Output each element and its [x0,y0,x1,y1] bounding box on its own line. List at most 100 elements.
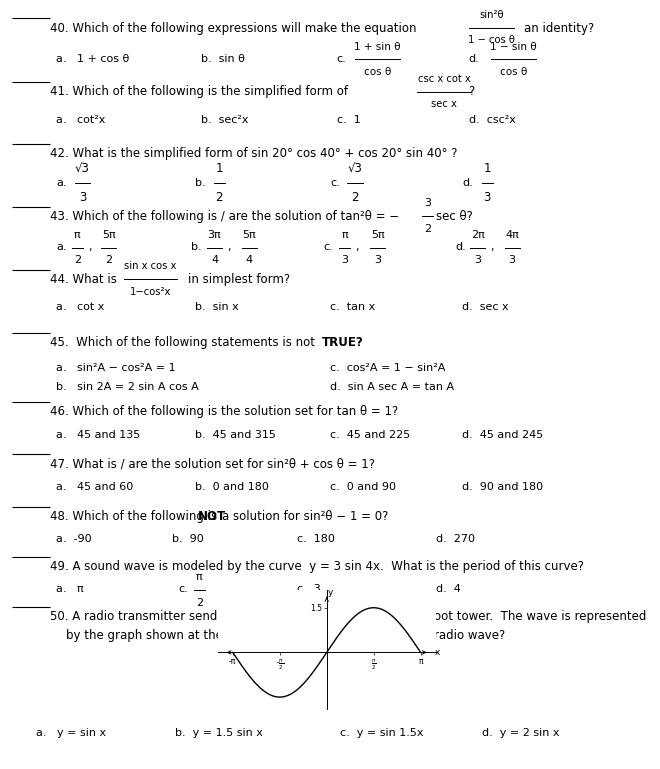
Text: 1 + sin θ: 1 + sin θ [354,42,401,52]
Text: 1 − cos θ: 1 − cos θ [468,35,515,45]
Text: c.  0 and 90: c. 0 and 90 [330,482,396,492]
Text: sec x: sec x [431,99,457,109]
Text: 4π: 4π [506,230,519,240]
Text: 42. What is the simplified form of sin 20° cos 40° + cos 20° sin 40° ?: 42. What is the simplified form of sin 2… [50,147,457,160]
Text: b.  y = 1.5 sin x: b. y = 1.5 sin x [175,728,263,738]
Text: a.   45 and 60: a. 45 and 60 [56,482,133,492]
Text: b.  sin x: b. sin x [195,302,238,312]
Text: 1: 1 [483,162,491,175]
Text: by the graph shown at the right.  What is the equation of this radio wave?: by the graph shown at the right. What is… [66,629,506,642]
Text: a.  -90: a. -90 [56,534,92,544]
Text: π: π [341,230,348,240]
Text: 4: 4 [211,255,218,265]
Text: d.: d. [462,178,473,188]
Text: c.  y = sin 1.5x: c. y = sin 1.5x [340,728,424,738]
Text: TRUE?: TRUE? [322,336,364,349]
Text: 43. Which of the following is / are the solution of tan²θ = −: 43. Which of the following is / are the … [50,210,399,223]
Text: 44. What is: 44. What is [50,273,116,286]
Text: 2: 2 [351,191,359,204]
Text: 3: 3 [374,255,381,265]
Text: c.  45 and 225: c. 45 and 225 [330,430,411,440]
Text: d.  45 and 245: d. 45 and 245 [462,430,543,440]
Text: 2: 2 [215,191,223,204]
Text: a.   cot x: a. cot x [56,302,104,312]
Text: a.   π: a. π [56,584,84,594]
Text: 45.  Which of the following statements is not: 45. Which of the following statements is… [50,336,318,349]
Text: √3: √3 [75,162,90,175]
Text: 5π: 5π [371,230,384,240]
Text: c.  cos²A = 1 − sin²A: c. cos²A = 1 − sin²A [330,363,446,373]
Text: b.  0 and 180: b. 0 and 180 [195,482,269,492]
Text: a.   y = sin x: a. y = sin x [36,728,106,738]
Text: a.   sin²A − cos²A = 1: a. sin²A − cos²A = 1 [56,363,176,373]
Text: 3: 3 [483,191,491,204]
Text: d.: d. [469,54,479,64]
Text: csc x cot x: csc x cot x [418,74,471,84]
Text: ,: , [88,242,91,252]
Text: b.   sin 2A = 2 sin A cos A: b. sin 2A = 2 sin A cos A [56,382,199,392]
Text: 2: 2 [74,255,81,265]
Text: ?: ? [469,85,475,98]
Text: a solution for sin²θ − 1 = 0?: a solution for sin²θ − 1 = 0? [222,510,389,523]
Text: 1 − sin θ: 1 − sin θ [490,42,537,52]
Text: 5π: 5π [243,230,256,240]
Text: 3π: 3π [208,230,221,240]
Text: 2: 2 [196,598,203,608]
Text: d.  90 and 180: d. 90 and 180 [462,482,543,492]
Text: c.: c. [323,242,333,252]
Text: NOT: NOT [198,510,226,523]
Text: 2π: 2π [471,230,484,240]
Text: a.: a. [56,178,67,188]
Text: π: π [74,230,81,240]
Text: 3: 3 [424,198,431,208]
Text: b.: b. [191,242,202,252]
Text: 1−cos²x: 1−cos²x [130,287,171,297]
Text: c.: c. [178,584,188,594]
Text: 46. Which of the following is the solution set for tan θ = 1?: 46. Which of the following is the soluti… [50,405,398,418]
Text: b.  sec²x: b. sec²x [201,115,249,125]
Text: 50. A radio transmitter sends a radio wave from the top of a 50-foot tower.  The: 50. A radio transmitter sends a radio wa… [50,610,646,623]
Text: 3: 3 [509,255,515,265]
Text: an identity?: an identity? [524,22,594,35]
Text: in simplest form?: in simplest form? [188,273,290,286]
Text: a.: a. [56,242,67,252]
Text: ,: , [228,242,231,252]
Text: c.  tan x: c. tan x [330,302,376,312]
Text: a.   1 + cos θ: a. 1 + cos θ [56,54,129,64]
Text: a.   45 and 135: a. 45 and 135 [56,430,141,440]
Text: b.  90: b. 90 [172,534,203,544]
Text: sin²θ: sin²θ [479,10,504,20]
Text: 2: 2 [106,255,112,265]
Text: cos θ: cos θ [500,67,527,77]
Text: c.: c. [337,54,347,64]
Text: 3: 3 [79,191,86,204]
Text: b.: b. [195,178,205,188]
Text: 48. Which of the following is: 48. Which of the following is [50,510,220,523]
Text: c.  1: c. 1 [337,115,360,125]
Text: c.  3: c. 3 [297,584,321,594]
Text: 47. What is / are the solution set for sin²θ + cos θ = 1?: 47. What is / are the solution set for s… [50,458,374,471]
Text: 3: 3 [341,255,348,265]
Text: c.: c. [330,178,340,188]
Text: sin x cos x: sin x cos x [124,261,177,271]
Text: b.  sin θ: b. sin θ [201,54,245,64]
Text: 2: 2 [424,224,431,234]
Text: 49. A sound wave is modeled by the curve  y = 3 sin 4x.  What is the period of t: 49. A sound wave is modeled by the curve… [50,560,583,573]
Text: cos θ: cos θ [364,67,391,77]
Text: d.: d. [455,242,466,252]
Text: 4: 4 [246,255,253,265]
Text: 3: 3 [475,255,481,265]
Text: ,: , [355,242,358,252]
Text: a.   cot²x: a. cot²x [56,115,106,125]
Text: c.  180: c. 180 [297,534,335,544]
Text: 5π: 5π [102,230,115,240]
Text: ,: , [490,242,493,252]
Text: d.  4: d. 4 [436,584,461,594]
Text: d.  csc²x: d. csc²x [469,115,515,125]
Text: π: π [196,572,203,582]
Text: d.  270: d. 270 [436,534,475,544]
Text: b.  45 and 315: b. 45 and 315 [195,430,276,440]
Text: 40. Which of the following expressions will make the equation: 40. Which of the following expressions w… [50,22,416,35]
Text: d.  sec x: d. sec x [462,302,509,312]
Text: x: x [434,648,440,657]
